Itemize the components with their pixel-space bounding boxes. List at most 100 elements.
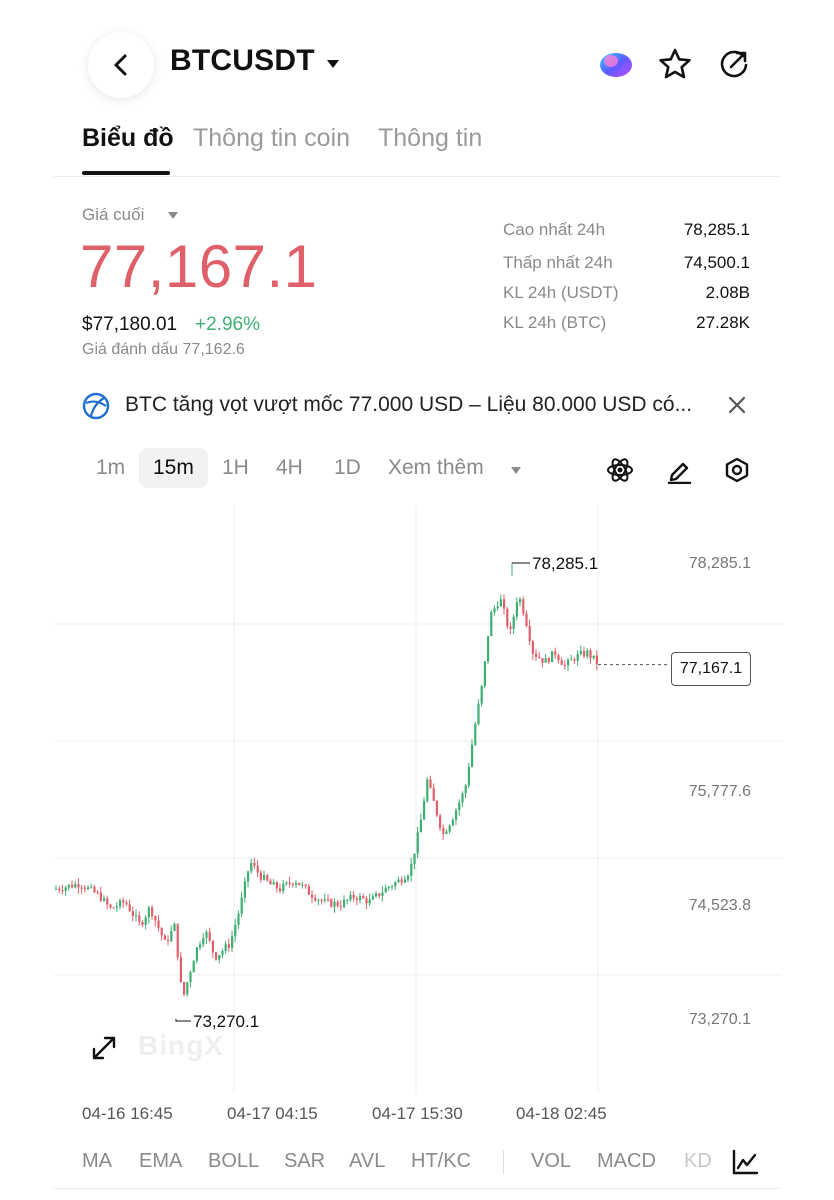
candle-body (99, 892, 102, 901)
expand-fullscreen-icon[interactable] (90, 1034, 118, 1062)
candle-body (122, 900, 125, 903)
candle-body (551, 651, 554, 663)
stat-vol-usdt-value: 2.08B (705, 283, 750, 302)
price-type-dropdown-icon[interactable] (167, 211, 179, 220)
candle-body (227, 944, 230, 948)
interval-1d[interactable]: 1D (334, 456, 361, 479)
star-favorite-icon[interactable] (657, 46, 693, 82)
indicator-vol[interactable]: VOL (531, 1150, 572, 1172)
candle-body (493, 608, 496, 613)
candle-body (586, 650, 589, 657)
chart-grid (54, 506, 782, 1092)
candle-body (67, 884, 70, 888)
candle-body (93, 886, 96, 893)
candlestick-chart[interactable]: 78,285.1 75,777.6 74,523.8 73,270.1 78,2… (54, 506, 782, 1092)
interval-15m[interactable]: 15m (139, 448, 208, 488)
indicator-macd[interactable]: MACD (597, 1150, 656, 1172)
settings-hex-icon[interactable] (721, 454, 753, 486)
indicator-kd[interactable]: KD (684, 1150, 712, 1172)
high-price-label: 78,285.1 (532, 554, 598, 573)
indicator-boll[interactable]: BOLL (208, 1150, 260, 1172)
interval-4h[interactable]: 4H (276, 456, 303, 479)
candle-body (173, 923, 176, 931)
candle-body (515, 602, 518, 617)
candle-body (304, 884, 307, 887)
candle-body (295, 882, 298, 885)
ai-assistant-icon[interactable] (598, 46, 634, 82)
candle-body (231, 936, 234, 948)
interval-1m[interactable]: 1m (96, 456, 126, 479)
candle-body (413, 853, 416, 864)
candle-body (58, 888, 61, 891)
candle-body (563, 664, 566, 666)
candle-body (224, 944, 227, 951)
candle-body (323, 899, 326, 901)
candle-body (407, 875, 410, 880)
candle-body (151, 907, 154, 917)
candle-body (103, 898, 106, 901)
candle-body (109, 904, 112, 908)
candle-body (176, 923, 179, 958)
candle-body (368, 899, 371, 904)
last-price-label[interactable]: Giá cuối (82, 205, 145, 224)
candle-body (307, 886, 310, 895)
candle-body (352, 894, 355, 899)
stat-high-label: Cao nhất 24h (503, 220, 606, 239)
candle-body (167, 939, 170, 941)
candle-body (301, 884, 304, 886)
x-tick-label: 04-16 16:45 (82, 1104, 173, 1123)
indicator-avl[interactable]: AVL (349, 1150, 386, 1172)
chevron-down-icon (511, 467, 521, 474)
indicator-htkc[interactable]: HT/KC (411, 1150, 471, 1172)
candle-body (458, 802, 461, 811)
candle-body (115, 906, 118, 908)
tab-coin-info[interactable]: Thông tin coin (193, 124, 351, 152)
pencil-draw-icon[interactable] (663, 454, 695, 486)
interval-1h[interactable]: 1H (222, 456, 249, 479)
candle-body (218, 954, 221, 960)
candle-body (317, 899, 320, 901)
tab-divider (54, 176, 780, 177)
candle-body (163, 935, 166, 940)
candle-body (279, 888, 282, 892)
stat-high-value: 78,285.1 (683, 220, 750, 239)
stat-vol-btc-label: KL 24h (BTC) (503, 313, 607, 332)
indicator-ema[interactable]: EMA (139, 1150, 183, 1172)
interval-more[interactable]: Xem thêm (388, 456, 484, 479)
candle-body (375, 893, 378, 897)
symbol-title[interactable]: BTCUSDT (170, 44, 315, 77)
news-headline[interactable]: BTC tăng vọt vượt mốc 77.000 USD – Liệu … (125, 393, 693, 416)
candle-body (192, 960, 195, 973)
candle-body (560, 660, 563, 665)
candle-body (135, 915, 138, 917)
candle-body (247, 871, 250, 882)
candle-body (528, 625, 531, 642)
indicator-separator (503, 1150, 504, 1174)
indicator-sar[interactable]: SAR (284, 1150, 326, 1172)
candle-body (243, 881, 246, 898)
candle-body (451, 819, 454, 826)
atom-indicator-icon[interactable] (604, 454, 636, 486)
candle-body (426, 779, 429, 801)
indicator-ma[interactable]: MA (82, 1150, 112, 1172)
candle-body (384, 887, 387, 893)
candle-body (416, 832, 419, 854)
candle-body (547, 658, 550, 663)
back-button[interactable] (88, 32, 154, 98)
candle-body (506, 608, 509, 627)
indicator-settings-icon[interactable] (731, 1148, 759, 1176)
low-price-label: 73,270.1 (193, 1012, 259, 1031)
tab-chart[interactable]: Biểu đồ (82, 124, 174, 152)
bottom-divider (54, 1188, 780, 1189)
candle-body (538, 656, 541, 659)
current-price-tag: 77,167.1 (671, 652, 751, 686)
candle-body (285, 882, 288, 884)
close-icon[interactable] (724, 392, 750, 418)
share-icon[interactable] (716, 46, 752, 82)
candle-body (256, 865, 259, 873)
tab-info[interactable]: Thông tin (378, 124, 483, 152)
candle-body (215, 952, 218, 960)
candle-body (397, 879, 400, 883)
symbol-dropdown-icon[interactable] (325, 58, 341, 70)
candle-body (391, 886, 394, 888)
